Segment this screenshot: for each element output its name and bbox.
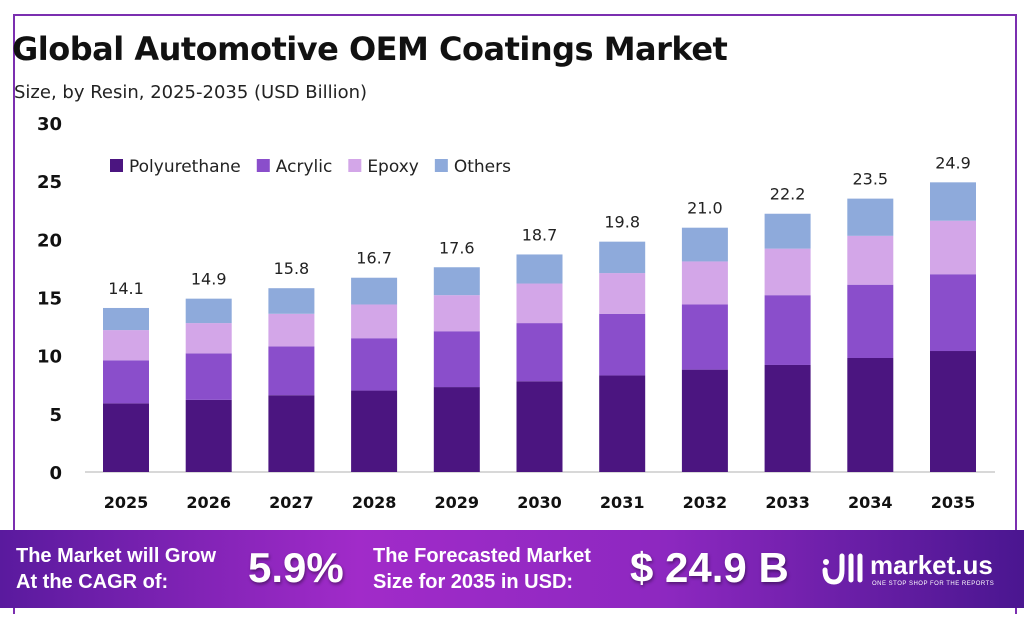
x-tick-label: 2035 [931,493,976,512]
bar-total-label: 24.9 [935,153,971,172]
legend-swatch-acrylic [256,159,270,172]
forecast-value: $ 24.9 B [630,544,789,591]
bar-segment-others [847,198,894,236]
bar-segment-acrylic [599,313,646,376]
chart-subtitle: Size, by Resin, 2025-2035 (USD Billion) [14,82,368,103]
cagr-label-line1: The Market will Grow [16,545,217,567]
logo-text: market.us [870,550,993,580]
bar-segment-others [599,241,646,274]
bar-segment-acrylic [930,274,976,352]
x-tick-label: 2032 [683,493,728,512]
bar-segment-acrylic [351,338,398,391]
chart-title: Global Automotive OEM Coatings Market [12,30,728,68]
bar-segment-others [351,277,398,305]
bar-segment-acrylic [764,295,811,365]
bar-segment-epoxy [433,295,480,332]
forecast-label-line2: Size for 2035 in USD: [373,571,574,593]
bar-segment-acrylic [847,284,894,358]
legend-label-epoxy: Epoxy [367,157,419,177]
legend-swatch-others [434,159,448,172]
x-tick-label: 2027 [269,493,314,512]
y-tick-label: 10 [37,347,62,368]
bar-segment-others [433,267,480,296]
bar-segment-polyurethane [930,351,976,472]
x-tick-label: 2029 [435,493,480,512]
x-tick-label: 2034 [848,493,893,512]
bar-segment-epoxy [764,248,811,296]
bar-segment-polyurethane [185,399,232,472]
bar-segment-polyurethane [599,375,646,472]
bar-segment-polyurethane [103,403,149,472]
bar-segment-epoxy [185,323,232,354]
bar-segment-others [268,288,315,314]
y-tick-label: 25 [37,172,62,193]
x-tick-label: 2025 [104,493,149,512]
bar-total-label: 19.8 [604,213,640,232]
logo-tagline: ONE STOP SHOP FOR THE REPORTS [872,581,995,587]
stacked-bar-chart: 05101520253014.1202514.9202615.8202716.7… [37,114,995,512]
y-tick-label: 5 [49,405,62,426]
forecast-label: The Forecasted Market Size for 2035 in U… [373,543,591,595]
bar-total-label: 16.7 [356,249,392,268]
bar-segment-epoxy [351,304,398,339]
footer-banner: The Market will Grow At the CAGR of: 5.9… [0,530,1024,608]
bar-total-label: 17.6 [439,238,475,257]
bar-segment-acrylic [185,353,232,400]
bar-segment-epoxy [516,283,563,324]
y-tick-label: 20 [37,230,62,251]
legend-swatch-epoxy [348,159,362,172]
bar-segment-others [103,307,149,331]
cagr-label: The Market will Grow At the CAGR of: [16,543,216,595]
legend-swatch-polyurethane [110,159,123,172]
forecast-label-line1: The Forecasted Market [373,545,591,567]
bar-segment-others [516,254,563,284]
y-tick-label: 30 [37,114,62,135]
bar-segment-epoxy [268,313,315,347]
x-tick-label: 2030 [517,493,562,512]
x-tick-label: 2028 [352,493,397,512]
bar-segment-epoxy [847,235,894,285]
bar-segment-polyurethane [433,387,480,472]
bar-total-label: 21.0 [687,199,723,218]
bar-total-label: 22.2 [770,185,806,204]
bar-segment-epoxy [103,330,149,361]
x-tick-label: 2033 [765,493,810,512]
cagr-value: 5.9% [248,544,344,591]
bar-segment-acrylic [268,346,315,396]
bar-segment-acrylic [103,360,149,404]
legend-label-others: Others [454,157,511,177]
bar-total-label: 18.7 [522,225,558,244]
bar-segment-acrylic [681,304,728,370]
bar-total-label: 23.5 [852,170,888,189]
bar-segment-acrylic [516,323,563,382]
y-tick-label: 0 [49,463,62,484]
bar-segment-epoxy [681,261,728,305]
bar-total-label: 15.8 [274,259,310,278]
bar-total-label: 14.9 [191,270,227,289]
chart-frame [13,14,1017,614]
bar-segment-others [930,182,976,221]
bar-segment-epoxy [930,220,976,275]
bar-segment-polyurethane [351,390,398,472]
bar-segment-others [681,227,728,262]
y-tick-label: 15 [37,289,62,310]
bar-segment-polyurethane [268,395,315,472]
bar-segment-polyurethane [516,381,563,472]
bar-segment-others [185,298,232,324]
bar-total-label: 14.1 [108,279,144,298]
legend-label-polyurethane: Polyurethane [129,157,241,177]
bar-segment-polyurethane [847,357,894,472]
market-us-logo-icon [822,553,863,585]
legend-label-acrylic: Acrylic [276,157,333,177]
bar-segment-polyurethane [681,369,728,472]
bar-segment-epoxy [599,273,646,314]
bar-segment-polyurethane [764,364,811,472]
cagr-label-line2: At the CAGR of: [16,571,169,593]
x-tick-label: 2026 [186,493,231,512]
bar-segment-acrylic [433,331,480,388]
x-tick-label: 2031 [600,493,645,512]
bar-segment-others [764,213,811,249]
